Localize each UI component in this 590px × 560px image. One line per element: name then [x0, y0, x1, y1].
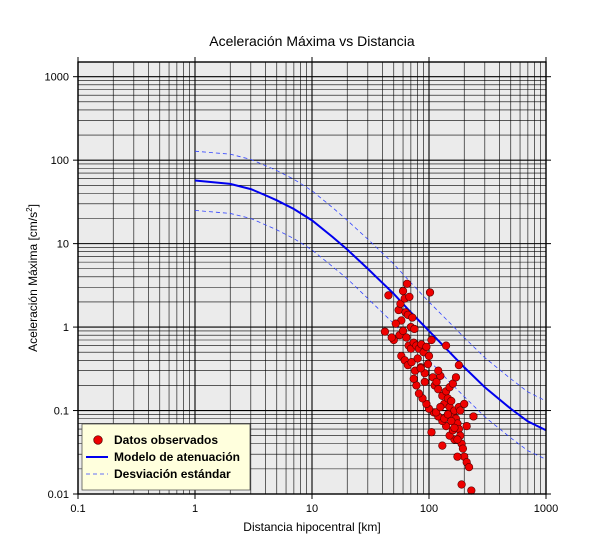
chart-title: Aceleración Máxima vs Distancia — [209, 33, 415, 49]
x-tick-label: 10 — [306, 503, 318, 515]
data-point — [427, 335, 436, 345]
model-line — [194, 179, 547, 432]
data-point — [409, 374, 418, 383]
data-point — [447, 416, 456, 426]
data-point — [384, 291, 393, 300]
data-point — [457, 480, 466, 489]
legend-marker-points — [93, 435, 103, 445]
series-model — [194, 179, 547, 432]
y-tick-label: 10 — [57, 239, 69, 251]
legend-label-deviation: Desviación estándar — [114, 467, 231, 481]
y-tick-label: 0.01 — [48, 489, 69, 501]
data-point — [398, 286, 408, 296]
data-point — [414, 389, 424, 398]
y-axis-label-main: Aceleración Máxima [cm/s — [26, 212, 40, 352]
series-deviation — [194, 150, 547, 460]
x-tick-label: 100 — [420, 503, 438, 515]
y-tick-label: 1 — [63, 322, 69, 334]
data-point — [447, 396, 456, 406]
data-point — [424, 351, 434, 361]
y-axis-label-exponent: 2 — [25, 207, 34, 212]
data-point — [380, 327, 390, 336]
data-point — [403, 279, 412, 288]
data-point — [456, 406, 465, 415]
data-point — [451, 373, 461, 382]
data-point — [407, 358, 416, 367]
data-point — [434, 366, 443, 375]
data-point — [405, 292, 414, 301]
legend: Datos observados Modelo de atenuación De… — [81, 423, 251, 491]
x-tick-label: 1000 — [534, 503, 558, 515]
data-point — [458, 444, 468, 453]
data-point — [432, 408, 441, 417]
data-point — [460, 399, 469, 409]
data-point — [469, 412, 478, 421]
x-tick-label: 1 — [192, 503, 198, 515]
data-point — [434, 385, 443, 394]
data-point — [454, 361, 463, 370]
data-point — [462, 422, 471, 431]
data-point — [398, 326, 408, 336]
data-point — [422, 342, 431, 351]
data-point — [442, 341, 451, 350]
data-point — [443, 410, 452, 419]
data-point — [413, 354, 422, 363]
data-point — [420, 377, 429, 387]
legend-label-points: Datos observados — [114, 433, 218, 447]
y-axis-label-end: ] — [26, 204, 40, 207]
y-tick-label: 0.1 — [54, 406, 69, 418]
x-axis-label: Distancia hipocentral [km] — [243, 520, 380, 534]
data-point — [408, 313, 417, 322]
data-point — [427, 428, 436, 437]
x-ticks: 0.1 1 10 100 1000 — [70, 57, 558, 515]
data-point — [467, 486, 476, 495]
data-point — [425, 288, 435, 297]
data-point — [436, 402, 445, 412]
legend-box — [81, 423, 251, 491]
y-tick-label: 1000 — [45, 72, 69, 84]
x-tick-label: 0.1 — [70, 503, 85, 515]
deviation-upper-line — [194, 150, 547, 402]
data-point — [422, 399, 431, 409]
data-point — [416, 364, 425, 373]
data-point — [453, 452, 462, 461]
data-point — [402, 333, 411, 342]
data-point — [387, 333, 396, 342]
data-point — [396, 299, 405, 308]
series-points — [380, 279, 478, 495]
deviation-lower-line — [194, 210, 547, 460]
data-point — [453, 435, 462, 444]
data-point — [410, 324, 419, 334]
data-point — [464, 463, 474, 472]
legend-label-model: Modelo de atenuación — [114, 450, 240, 464]
y-axis-label: Aceleración Máxima [cm/s2] — [25, 204, 40, 352]
data-point — [391, 319, 400, 328]
data-point — [423, 360, 433, 369]
y-tick-label: 100 — [51, 155, 69, 167]
data-point — [438, 441, 447, 450]
data-point — [450, 423, 459, 432]
y-ticks: 0.01 0.1 1 10 100 1000 — [45, 72, 551, 501]
